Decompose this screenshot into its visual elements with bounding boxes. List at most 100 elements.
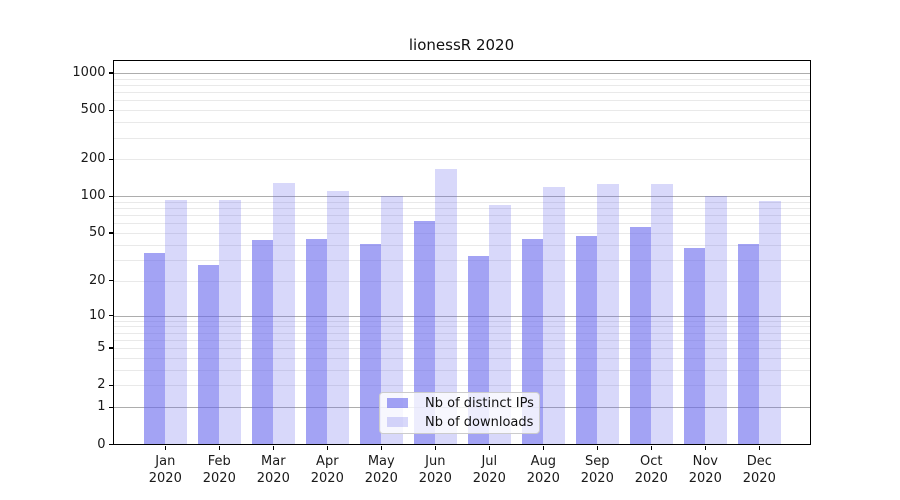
x-tick-mark xyxy=(650,445,652,450)
major-gridline xyxy=(113,315,810,317)
minor-gridline xyxy=(113,320,810,322)
x-tick-label: Aug 2020 xyxy=(526,453,560,487)
y-tick-label: 20 xyxy=(88,272,106,288)
minor-gridline xyxy=(113,259,810,261)
bar-distinct-ips xyxy=(575,236,598,445)
legend-label-downloads: Nb of downloads xyxy=(425,414,534,430)
x-tick-label: Mar 2020 xyxy=(256,453,290,487)
minor-gridline xyxy=(113,215,810,217)
bar-distinct-ips xyxy=(197,265,220,445)
x-tick-label: Nov 2020 xyxy=(688,453,722,487)
bar-distinct-ips xyxy=(359,243,382,445)
legend-swatch-downloads xyxy=(387,417,408,428)
y-tick-label: 100 xyxy=(80,188,106,204)
y-tick-mark xyxy=(108,232,113,234)
minor-gridline xyxy=(113,348,810,350)
y-tick-label: 0 xyxy=(97,436,106,452)
bar-downloads xyxy=(651,183,673,445)
y-tick-mark xyxy=(108,347,113,349)
minor-gridline xyxy=(113,332,810,334)
bar-downloads xyxy=(219,200,241,445)
y-tick-label: 5 xyxy=(97,340,106,356)
bar-downloads xyxy=(327,191,349,445)
minor-gridline xyxy=(113,84,810,86)
y-tick-label: 1000 xyxy=(72,65,106,80)
minor-gridline xyxy=(113,233,810,235)
y-tick-mark xyxy=(108,109,113,111)
x-tick-label: Jul 2020 xyxy=(472,453,506,487)
bar-downloads xyxy=(489,204,511,445)
y-tick-label: 10 xyxy=(88,307,106,323)
bar-distinct-ips xyxy=(305,238,328,445)
bar-downloads xyxy=(381,196,403,445)
x-tick-mark xyxy=(758,445,760,450)
y-tick-label: 200 xyxy=(80,151,106,167)
y-tick-label: 1 xyxy=(97,399,106,415)
legend-label-distinct-ips: Nb of distinct IPs xyxy=(425,395,534,411)
bar-distinct-ips xyxy=(143,253,166,445)
x-tick-mark xyxy=(326,445,328,450)
y-tick-label: 500 xyxy=(80,102,106,118)
bar-distinct-ips xyxy=(413,220,436,445)
y-tick-mark xyxy=(108,280,113,282)
minor-gridline xyxy=(113,326,810,328)
minor-gridline xyxy=(113,78,810,80)
x-tick-mark xyxy=(380,445,382,450)
minor-gridline xyxy=(113,110,810,112)
x-tick-mark xyxy=(272,445,274,450)
x-tick-label: May 2020 xyxy=(364,453,398,487)
minor-gridline xyxy=(113,122,810,124)
minor-gridline xyxy=(113,201,810,203)
legend-swatch-distinct-ips xyxy=(387,398,408,409)
minor-gridline xyxy=(113,100,810,102)
bar-downloads xyxy=(705,196,727,445)
x-tick-mark xyxy=(596,445,598,450)
legend-item-distinct-ips: Nb of distinct IPs xyxy=(380,394,539,412)
y-tick-mark xyxy=(108,195,113,198)
bar-distinct-ips xyxy=(251,239,274,445)
y-tick-mark xyxy=(108,158,113,161)
minor-gridline xyxy=(113,280,810,282)
x-tick-mark xyxy=(542,445,544,450)
bar-downloads xyxy=(435,169,457,445)
minor-gridline xyxy=(113,159,810,161)
major-gridline xyxy=(113,196,810,198)
minor-gridline xyxy=(113,137,810,139)
x-tick-label: Apr 2020 xyxy=(310,453,344,487)
x-tick-mark xyxy=(434,445,436,450)
y-tick-mark xyxy=(108,314,113,317)
minor-gridline xyxy=(113,369,810,371)
bar-downloads xyxy=(759,201,781,445)
y-tick-mark xyxy=(108,72,113,74)
x-tick-mark xyxy=(218,445,220,450)
x-tick-label: Feb 2020 xyxy=(202,453,236,487)
minor-gridline xyxy=(113,357,810,359)
x-tick-label: Sep 2020 xyxy=(580,453,614,487)
x-tick-mark xyxy=(704,445,706,450)
minor-gridline xyxy=(113,208,810,210)
bar-downloads xyxy=(543,187,565,445)
x-tick-label: Oct 2020 xyxy=(634,453,668,487)
bar-distinct-ips xyxy=(683,247,706,445)
x-tick-mark xyxy=(164,445,166,450)
legend: Nb of distinct IPs Nb of downloads xyxy=(379,392,540,434)
minor-gridline xyxy=(113,385,810,387)
chart-title: lionessR 2020 xyxy=(408,36,515,54)
minor-gridline xyxy=(113,92,810,94)
legend-item-downloads: Nb of downloads xyxy=(380,413,539,431)
bar-downloads xyxy=(165,200,187,445)
x-tick-label: Jun 2020 xyxy=(418,453,452,487)
x-tick-label: Dec 2020 xyxy=(742,453,776,487)
minor-gridline xyxy=(113,223,810,225)
bar-distinct-ips xyxy=(629,227,652,445)
major-gridline xyxy=(113,73,810,74)
x-tick-label: Jan 2020 xyxy=(148,453,182,487)
bar-distinct-ips xyxy=(737,243,760,445)
y-tick-mark xyxy=(108,384,113,387)
y-tick-label: 50 xyxy=(88,225,106,241)
bar-downloads xyxy=(597,184,619,445)
minor-gridline xyxy=(113,244,810,246)
y-tick-mark xyxy=(108,406,113,408)
y-tick-label: 2 xyxy=(97,377,106,393)
